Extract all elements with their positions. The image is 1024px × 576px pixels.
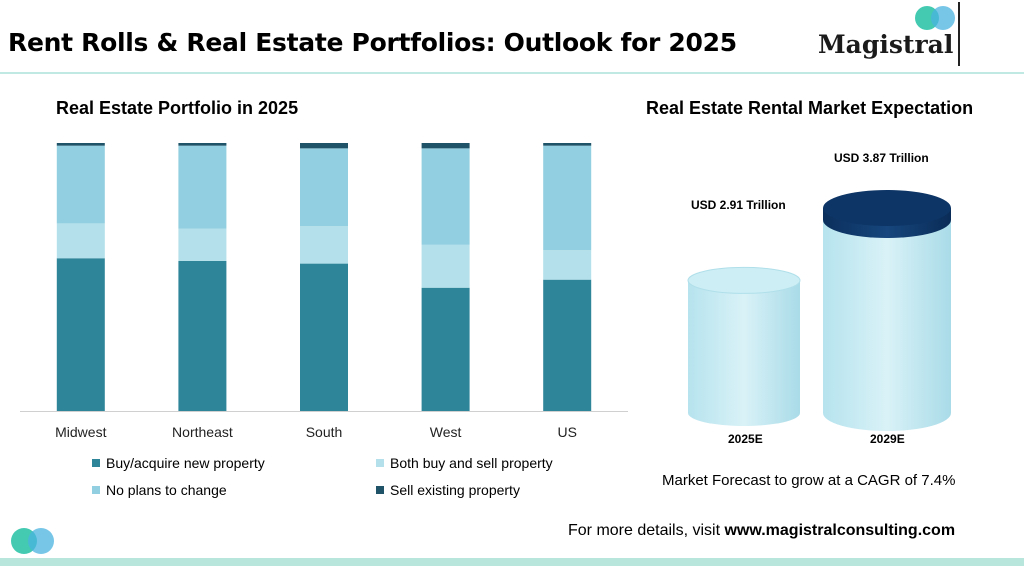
footer-logo-icon	[11, 528, 54, 554]
bar-west-both-buy-and-sell-property	[421, 244, 470, 288]
cylinder-value-label-2029: USD 3.87 Trillion	[834, 151, 929, 165]
bar-south-both-buy-and-sell-property	[300, 226, 348, 264]
legend-swatch-buy	[92, 459, 100, 467]
bar-midwest-sell-existing-property	[56, 143, 105, 146]
bar-west-sell-existing-property	[421, 143, 470, 149]
cylinder-top-2029e	[823, 190, 951, 226]
portfolio-stacked-bar-chart: Midwest Northeast South West US	[20, 143, 628, 440]
legend-item-sell: Sell existing property	[376, 482, 520, 498]
legend-swatch-both	[376, 459, 384, 467]
legend-label-both: Both buy and sell property	[390, 455, 553, 471]
footer-prefix: For more details, visit	[568, 522, 725, 539]
cylinder-category-2025: 2025E	[728, 432, 763, 446]
page-title: Rent Rolls & Real Estate Portfolios: Out…	[8, 28, 737, 57]
portfolio-chart-title: Real Estate Portfolio in 2025	[56, 98, 299, 118]
x-tick-label-west: West	[430, 424, 462, 440]
bar-midwest-buy-acquire-new-property	[56, 258, 105, 411]
bar-south-no-plans-to-change	[300, 148, 348, 227]
cylinder-top-2025e	[687, 266, 801, 294]
x-tick-label-us: US	[557, 424, 576, 440]
rental-chart-title: Real Estate Rental Market Expectation	[646, 98, 974, 118]
bar-us-buy-acquire-new-property	[543, 279, 592, 411]
bar-midwest-no-plans-to-change	[56, 145, 105, 224]
bar-northeast-both-buy-and-sell-property	[178, 228, 227, 261]
legend-swatch-no-change	[92, 486, 100, 494]
cylinder-category-2029: 2029E	[870, 432, 905, 446]
bar-west-no-plans-to-change	[421, 148, 470, 245]
cagr-annotation: Market Forecast to grow at a CAGR of 7.4…	[662, 472, 956, 489]
legend-label-sell: Sell existing property	[390, 482, 520, 498]
cylinder-value-label-2025: USD 2.91 Trillion	[691, 198, 786, 212]
legend-label-buy: Buy/acquire new property	[106, 455, 265, 471]
bar-us-no-plans-to-change	[543, 145, 592, 251]
x-tick-label-south: South	[306, 424, 343, 440]
bar-west-buy-acquire-new-property	[421, 287, 470, 411]
bar-us-both-buy-and-sell-property	[543, 250, 592, 280]
footer-link[interactable]: www.magistralconsulting.com	[724, 522, 956, 539]
footer-text: For more details, visit www.magistralcon…	[568, 522, 955, 540]
legend-swatch-sell	[376, 486, 384, 494]
legend-item-both: Both buy and sell property	[376, 455, 553, 471]
cylinder-body-2025e	[688, 280, 800, 426]
x-tick-label-northeast: Northeast	[172, 424, 233, 440]
legend-label-no-change: No plans to change	[106, 482, 227, 498]
bar-northeast-buy-acquire-new-property	[178, 260, 227, 411]
bar-south-sell-existing-property	[300, 143, 348, 149]
bar-northeast-sell-existing-property	[178, 143, 227, 146]
bar-south-buy-acquire-new-property	[300, 263, 348, 411]
rental-market-cylinder-chart	[687, 190, 951, 431]
cylinder-body-2029e	[823, 208, 951, 431]
bar-northeast-no-plans-to-change	[178, 145, 227, 229]
logo-text: Magistral	[818, 30, 954, 59]
bar-midwest-both-buy-and-sell-property	[56, 223, 105, 259]
magistral-logo-icon	[915, 6, 955, 30]
legend-item-no-change: No plans to change	[92, 482, 227, 498]
x-tick-label-midwest: Midwest	[55, 424, 106, 440]
footer-bar	[0, 558, 1024, 566]
logo-divider	[958, 2, 960, 66]
header-rule	[0, 72, 1024, 74]
legend-item-buy: Buy/acquire new property	[92, 455, 265, 471]
bar-us-sell-existing-property	[543, 143, 592, 146]
